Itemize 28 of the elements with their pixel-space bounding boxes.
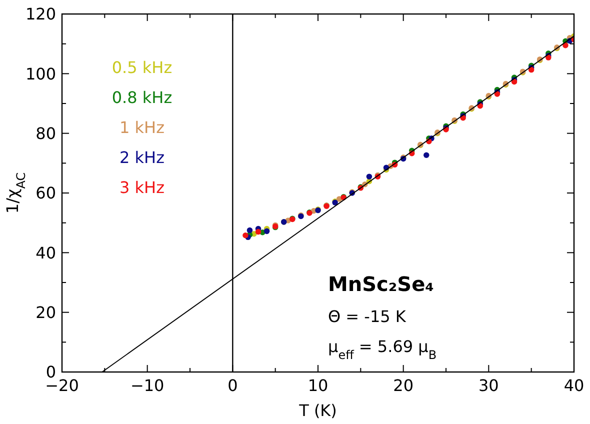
y-tick-label: 80 <box>36 124 56 143</box>
text: 3 kHz <box>120 178 164 197</box>
x-tick-label: 30 <box>478 376 499 395</box>
x-tick-label: −10 <box>130 376 164 395</box>
y-tick-label: 120 <box>25 4 56 24</box>
y-tick-label: 40 <box>36 243 56 262</box>
x-tick-label: 20 <box>393 376 414 395</box>
y-tick-label: 100 <box>25 64 56 84</box>
point <box>246 227 253 234</box>
point <box>242 232 248 238</box>
point <box>423 152 430 158</box>
text: 0.5 kHz <box>112 58 172 77</box>
y-tick-label: 0 <box>46 362 56 382</box>
point <box>255 228 262 235</box>
annotation: Θ = -15 K <box>328 307 406 326</box>
annotation: μ$_{eff}$ = 5.69 μ$_{B}$ <box>328 337 437 362</box>
x-tick-label: 0 <box>228 376 238 395</box>
x-tick-label: 10 <box>308 376 328 395</box>
annotation: MnSc₂Se₄ <box>328 272 434 296</box>
x-tick-label: 40 <box>564 376 584 395</box>
x-axis-title: T (K) <box>298 401 337 420</box>
text: 2 kHz <box>120 148 164 167</box>
text: 0.8 kHz <box>112 88 172 107</box>
y-tick-label: 60 <box>36 184 56 203</box>
text: 1 kHz <box>120 118 164 137</box>
point <box>264 228 270 234</box>
point <box>366 174 372 180</box>
y-tick-label: 20 <box>36 302 56 322</box>
